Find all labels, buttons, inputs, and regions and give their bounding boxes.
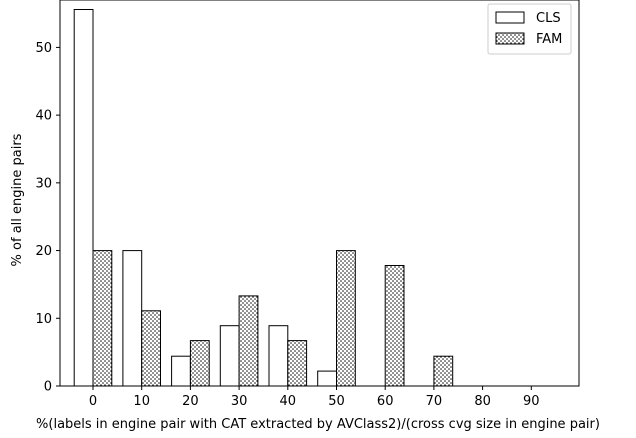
- bar-fam-30: [238, 295, 259, 387]
- x-tick-label-50: 50: [328, 394, 345, 409]
- bar-cls-40: [268, 325, 289, 387]
- y-tick-label-50: 50: [35, 41, 52, 56]
- y-tick-label-20: 20: [35, 244, 52, 259]
- y-tick-label-0: 0: [44, 380, 52, 395]
- x-tick-label-10: 10: [133, 394, 150, 409]
- legend-swatch-fam: [495, 32, 525, 45]
- legend-swatch-cls: [495, 11, 525, 24]
- x-tick-label-80: 80: [474, 394, 491, 409]
- bar-cls-0: [73, 9, 94, 387]
- y-axis-label: % of all engine pairs: [10, 133, 25, 266]
- bar-fam-0: [92, 250, 113, 387]
- bar-fam-40: [287, 340, 308, 387]
- bar-cls-20: [171, 355, 191, 387]
- x-tick-label-20: 20: [182, 394, 199, 409]
- x-axis: 0 10 20 30 40 50 60 70 80 90: [89, 386, 540, 409]
- legend: CLS FAM: [487, 3, 572, 55]
- x-tick-label-30: 30: [231, 394, 248, 409]
- bar-fam-60: [384, 265, 405, 387]
- bar-cls-10: [122, 250, 143, 387]
- bar-fam-10: [141, 310, 161, 387]
- bar-cls-30: [219, 325, 240, 387]
- y-tick-label-30: 30: [35, 176, 52, 191]
- x-tick-label-60: 60: [377, 394, 394, 409]
- x-tick-label-70: 70: [426, 394, 443, 409]
- x-axis-label: %(labels in engine pair with CAT extract…: [36, 417, 600, 432]
- legend-label-fam: FAM: [536, 32, 562, 47]
- y-axis: 0 10 20 30 40 50: [35, 41, 60, 395]
- y-tick-label-10: 10: [35, 312, 52, 327]
- y-tick-label-40: 40: [35, 109, 52, 124]
- bar-fam-20: [189, 340, 210, 387]
- bar-fam-50: [336, 250, 356, 387]
- legend-label-cls: CLS: [536, 11, 561, 26]
- x-tick-label-0: 0: [89, 394, 97, 409]
- x-tick-label-40: 40: [280, 394, 297, 409]
- bar-cls-50: [317, 370, 338, 387]
- bars-group: [73, 9, 454, 387]
- x-tick-label-90: 90: [523, 394, 540, 409]
- bar-fam-70: [433, 355, 454, 387]
